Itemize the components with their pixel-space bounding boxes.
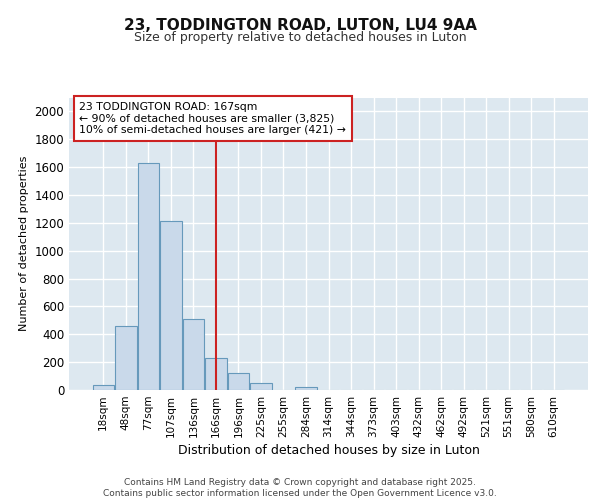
Text: 23 TODDINGTON ROAD: 167sqm
← 90% of detached houses are smaller (3,825)
10% of s: 23 TODDINGTON ROAD: 167sqm ← 90% of deta… <box>79 102 346 135</box>
Bar <box>182 319 204 390</box>
Text: Size of property relative to detached houses in Luton: Size of property relative to detached ho… <box>134 31 466 44</box>
Bar <box>228 374 249 390</box>
Bar <box>295 386 317 390</box>
Text: 23, TODDINGTON ROAD, LUTON, LU4 9AA: 23, TODDINGTON ROAD, LUTON, LU4 9AA <box>124 18 476 32</box>
Bar <box>160 222 182 390</box>
X-axis label: Distribution of detached houses by size in Luton: Distribution of detached houses by size … <box>178 444 479 457</box>
Text: Contains HM Land Registry data © Crown copyright and database right 2025.
Contai: Contains HM Land Registry data © Crown c… <box>103 478 497 498</box>
Y-axis label: Number of detached properties: Number of detached properties <box>19 156 29 332</box>
Bar <box>137 163 159 390</box>
Bar <box>115 326 137 390</box>
Bar <box>92 385 114 390</box>
Bar <box>250 383 272 390</box>
Bar <box>205 358 227 390</box>
